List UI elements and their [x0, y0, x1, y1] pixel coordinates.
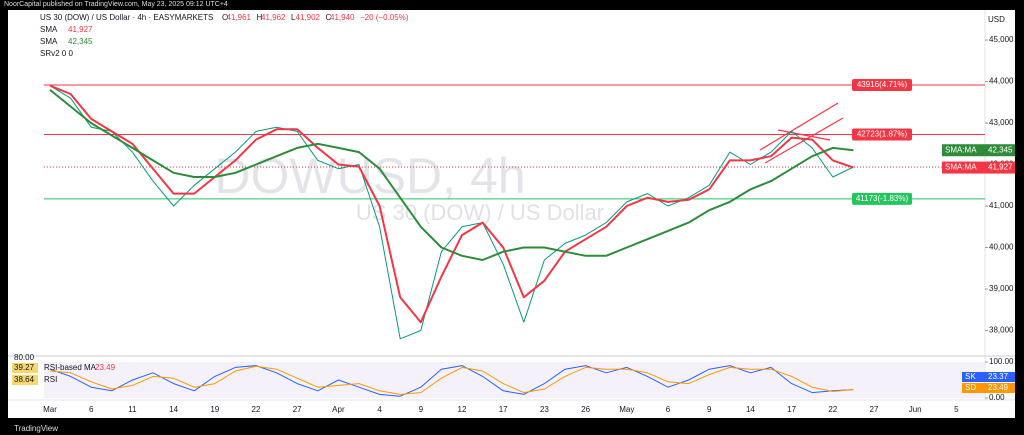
level-label-bg: [852, 128, 912, 141]
y-tick-label: 41,000: [989, 201, 1014, 210]
quote-part: 41,902: [296, 13, 321, 22]
legend-indicator: SRv2 0 0: [40, 49, 73, 58]
axis-badge-name: SD: [965, 383, 976, 392]
axis-badge-value: 42,345: [988, 145, 1013, 154]
x-tick-label: 27: [870, 405, 879, 414]
x-tick-label: 6: [89, 405, 94, 414]
x-tick-label: Apr: [332, 405, 345, 414]
y-tick-label: 40,000: [989, 243, 1014, 252]
x-tick-label: 26: [581, 405, 590, 414]
x-tick-label: Mar: [43, 405, 57, 414]
watermark-sub: US 30 (DOW) / US Dollar: [356, 200, 604, 225]
symbol-title: US 30 (DOW) / US Dollar · 4h · EASYMARKE…: [40, 13, 213, 22]
pane-label: 23.49: [95, 363, 116, 372]
legend-sma-value: 41,927: [68, 25, 93, 34]
y-tick-label: 100.00: [989, 357, 1014, 366]
x-tick-label: May: [619, 405, 634, 414]
x-tick-label: 4: [377, 405, 382, 414]
label-bg: [12, 375, 38, 385]
axis-badge-value: 41,927: [988, 163, 1013, 172]
pane-label: 39.27: [14, 363, 35, 372]
x-tick-label: 9: [707, 405, 712, 414]
pane-label: 38.64: [14, 375, 35, 384]
x-tick-label: 22: [828, 405, 837, 414]
axis-badge: [962, 383, 1015, 393]
axis-badge: [962, 372, 1015, 382]
sma-line: [49, 84, 854, 324]
level-label: 42723(1.87%): [857, 130, 908, 139]
footer-brand: TradingView: [14, 424, 58, 433]
axis-badge: [942, 144, 1015, 157]
x-tick-label: 6: [666, 405, 671, 414]
y-tick-label: 43,000: [989, 118, 1014, 127]
watermark: DOWUSD, 4h: [214, 148, 525, 204]
x-tick-label: 17: [499, 405, 508, 414]
label-bg: [12, 363, 38, 373]
sma-line: [49, 89, 854, 261]
axis-badge-value: 23.37: [988, 372, 1009, 381]
axis-badge-value: 23.49: [988, 383, 1009, 392]
currency: USD: [988, 15, 1005, 24]
y-tick-label: 38,000: [989, 326, 1014, 335]
x-tick-label: 27: [293, 405, 302, 414]
x-tick-label: Jun: [909, 405, 922, 414]
quote-part: 41,961: [227, 13, 252, 22]
chart-area: [8, 10, 1015, 418]
quote: O41,961 H41,962 L 41,902 C41,940 −20 (−0.05%): [222, 13, 409, 22]
y-tick-label: 44,000: [989, 77, 1014, 86]
quote-part: 41,962: [261, 13, 286, 22]
quote-part: L: [291, 13, 296, 22]
y-tick-label: 0.00: [989, 393, 1005, 402]
publish-info: NoorCapital published on TradingView.com…: [4, 1, 228, 8]
quote-part: O: [222, 13, 228, 22]
axis-badge: [942, 161, 1015, 174]
x-tick-label: 5: [954, 405, 959, 414]
level-label-bg: [852, 192, 912, 205]
level-label: 41173(-1.83%): [856, 194, 909, 203]
pane-label: RSI-based MA: [44, 363, 97, 372]
legend-sma-value: 42,345: [68, 37, 93, 46]
stoch-line: [49, 365, 854, 395]
x-tick-label: 19: [210, 405, 219, 414]
y-tick-label: 39,000: [989, 284, 1014, 293]
x-tick-label: 9: [419, 405, 424, 414]
level-label-bg: [852, 79, 912, 92]
legend-sma: SMA: [40, 25, 58, 34]
x-tick-label: 22: [252, 405, 261, 414]
quote-part: H: [257, 13, 263, 22]
axis-badge-name: SK: [965, 372, 976, 381]
axis-badge-name: SMA:MA: [945, 145, 977, 154]
x-tick-label: 12: [458, 405, 467, 414]
x-tick-label: 14: [169, 405, 178, 414]
pane-label: RSI: [44, 375, 57, 384]
price-line: [49, 85, 854, 340]
y-tick-label: 45,000: [989, 35, 1014, 44]
pane-label: 80.00: [14, 353, 35, 362]
x-tick-label: 14: [746, 405, 755, 414]
quote-part: 41,940: [330, 13, 355, 22]
legend-sma: SMA: [40, 37, 58, 46]
x-tick-label: 11: [128, 405, 137, 414]
x-tick-label: 17: [787, 405, 796, 414]
x-tick-label: 23: [540, 405, 549, 414]
level-label: 43916(4.71%): [857, 80, 908, 89]
axis-badge-name: SMA:MA: [945, 163, 977, 172]
stoch-band: [44, 362, 985, 398]
quote-part: C: [326, 13, 332, 22]
stoch-line: [49, 365, 854, 397]
quote-part: −20 (−0.05%): [360, 13, 409, 22]
